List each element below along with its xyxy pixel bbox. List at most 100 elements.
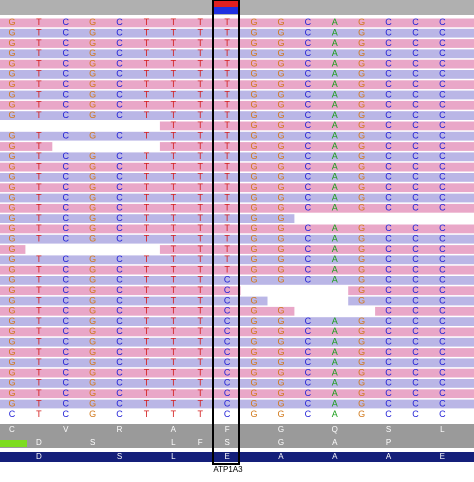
amino-acid: C — [9, 425, 15, 434]
amino-acid: S — [224, 438, 229, 447]
read — [0, 389, 474, 399]
read — [0, 142, 53, 151]
amino-acid: F — [225, 425, 230, 434]
read — [0, 70, 474, 79]
gene-track — [0, 452, 474, 462]
read — [0, 28, 474, 38]
read — [0, 214, 295, 223]
read — [0, 245, 26, 254]
gene-amino-acid: E — [440, 452, 445, 461]
tracks: C T C G C T T T C G G C A G C C CC V R A F G Q S LD S L F S G A PD S L E A A… — [9, 409, 446, 461]
amino-acid: D — [36, 438, 42, 447]
frame-marker — [0, 440, 27, 447]
read — [0, 100, 474, 110]
center-line — [212, 0, 240, 465]
read — [0, 193, 474, 203]
gene-amino-acid: A — [386, 452, 392, 461]
read — [0, 368, 474, 378]
read — [0, 317, 474, 326]
read — [0, 80, 474, 90]
read — [0, 296, 268, 306]
read — [0, 234, 474, 244]
read — [0, 173, 474, 182]
amino-acid: R — [117, 425, 123, 434]
amino-acid: P — [386, 438, 391, 447]
read — [0, 379, 474, 388]
read — [0, 152, 474, 162]
read — [0, 358, 474, 368]
read — [0, 162, 474, 172]
amino-acid: A — [171, 425, 177, 434]
gene-amino-acid: A — [278, 452, 284, 461]
read — [0, 327, 474, 337]
translation-track — [0, 424, 474, 448]
gene-amino-acid: L — [171, 452, 176, 461]
amino-acid: F — [198, 438, 203, 447]
read — [0, 90, 474, 100]
amino-acid: A — [332, 438, 338, 447]
read — [348, 296, 474, 306]
read — [375, 306, 474, 316]
read — [0, 265, 474, 275]
gene-amino-acid: E — [224, 452, 229, 461]
read — [0, 399, 474, 409]
gene-amino-acid: A — [332, 452, 338, 461]
read — [0, 203, 474, 213]
gene-label: ATP1A3 — [213, 465, 243, 474]
read — [0, 224, 474, 234]
amino-acid: G — [278, 438, 284, 447]
coverage-allele-t — [213, 1, 239, 7]
read — [0, 39, 474, 48]
amino-acid: L — [171, 438, 176, 447]
gene-amino-acid: D — [36, 452, 42, 461]
amino-acid: S — [386, 425, 391, 434]
read — [0, 111, 474, 120]
amino-acid: S — [90, 438, 95, 447]
read — [0, 337, 474, 347]
read — [159, 142, 474, 151]
read — [0, 276, 474, 285]
read — [0, 306, 295, 316]
read — [159, 121, 474, 131]
read — [0, 18, 474, 28]
amino-acid: L — [440, 425, 445, 434]
read — [0, 183, 474, 193]
amino-acid: G — [278, 425, 284, 434]
amino-acid: V — [63, 425, 69, 434]
read — [0, 348, 474, 357]
read — [348, 286, 474, 296]
